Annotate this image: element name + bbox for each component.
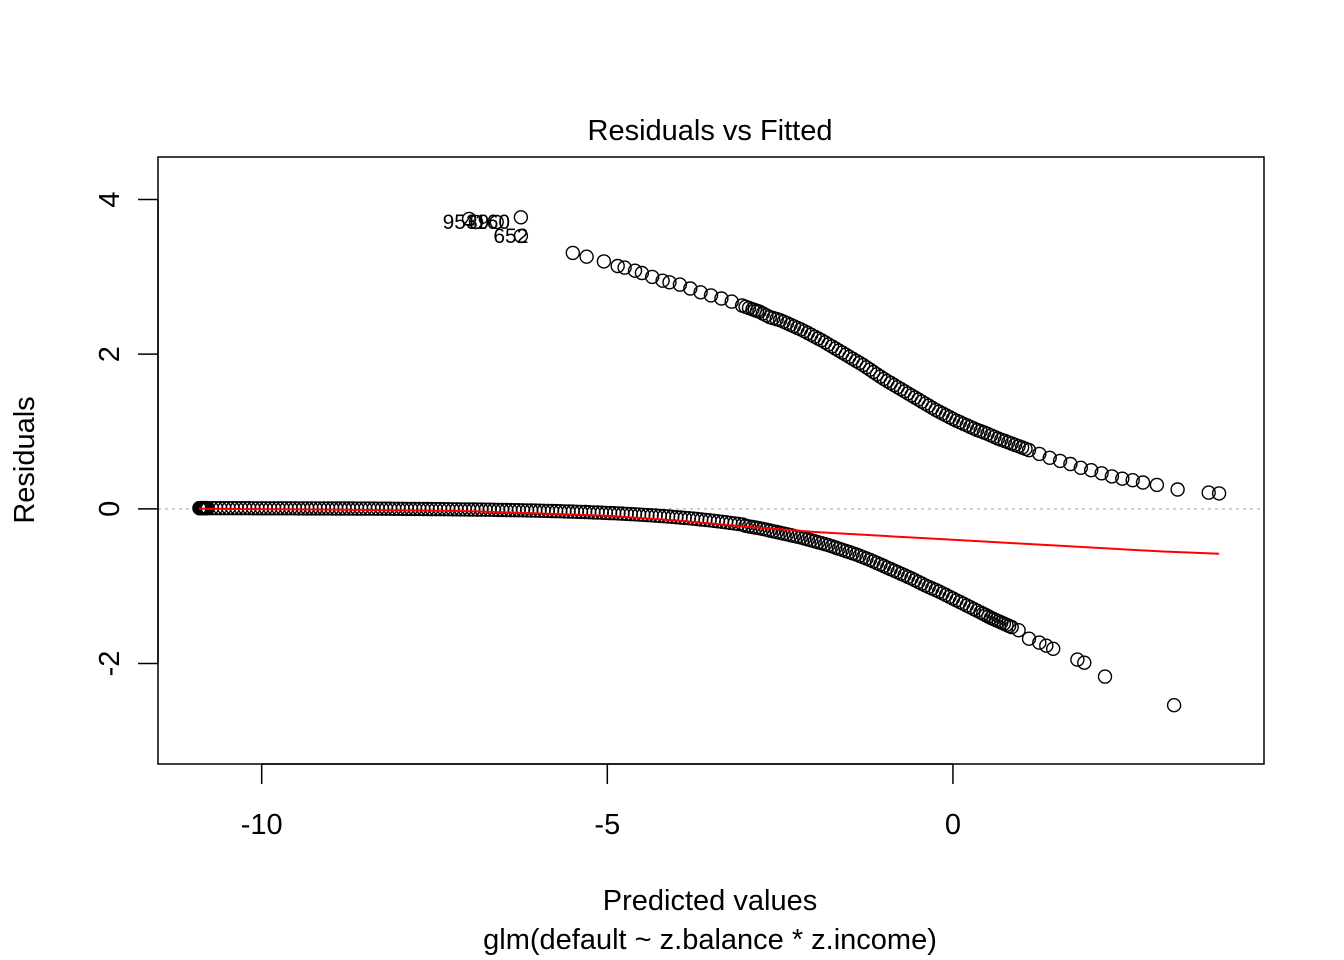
data-point	[1125, 473, 1140, 488]
data-point	[1073, 460, 1089, 475]
data-point	[703, 288, 719, 303]
data-point	[911, 392, 926, 407]
data-point	[1063, 456, 1078, 472]
data-point	[897, 384, 912, 399]
x-tick-label: -10	[241, 809, 283, 841]
data-point	[845, 351, 860, 366]
outlier-point	[513, 210, 529, 225]
chart-subtitle: glm(default ~ z.balance * z.income)	[483, 924, 937, 956]
data-point	[883, 375, 898, 391]
data-point	[1083, 463, 1099, 478]
outlier-point	[513, 228, 529, 244]
data-point	[672, 277, 688, 292]
data-point	[1211, 486, 1227, 501]
data-point	[838, 347, 853, 362]
data-point	[693, 285, 708, 300]
plot-frame	[157, 156, 1265, 765]
data-point	[907, 390, 923, 405]
data-point	[828, 341, 843, 356]
data-point	[1039, 638, 1054, 653]
data-point	[876, 371, 891, 387]
data-point	[596, 254, 612, 269]
data-point	[852, 355, 867, 371]
data-point	[835, 345, 850, 360]
data-point	[1004, 619, 1019, 635]
data-point	[1021, 442, 1037, 458]
data-point	[1097, 669, 1113, 684]
data-point	[627, 263, 643, 278]
y-tick-label: 0	[94, 501, 126, 517]
x-axis-label: Predicted values	[603, 885, 817, 917]
data-point	[873, 369, 888, 384]
data-point	[1077, 655, 1092, 670]
data-point	[1149, 477, 1165, 493]
data-point	[1201, 485, 1216, 500]
data-point	[893, 382, 909, 397]
data-point	[1166, 698, 1182, 713]
points-layer	[192, 210, 1227, 713]
y-axis-label: Residuals	[9, 396, 41, 523]
data-point	[731, 516, 746, 532]
y-tick-label: 4	[94, 191, 126, 207]
data-point	[645, 269, 660, 285]
data-point	[1011, 623, 1026, 638]
data-point	[900, 386, 916, 401]
data-point	[1045, 641, 1061, 656]
outlier-label: 652	[493, 225, 528, 248]
loess-smoother-line	[199, 507, 1220, 555]
data-point	[1135, 475, 1151, 490]
data-point	[887, 377, 902, 393]
data-point	[1070, 652, 1085, 667]
data-point	[579, 249, 594, 264]
data-point	[683, 281, 698, 296]
data-point	[890, 380, 905, 395]
data-point	[1170, 482, 1185, 497]
data-point	[866, 364, 881, 380]
data-point	[634, 265, 650, 281]
data-point	[1115, 471, 1130, 486]
outlier-point	[468, 214, 484, 230]
data-point	[849, 353, 864, 369]
data-point	[714, 291, 729, 306]
data-point	[824, 339, 840, 354]
data-point	[880, 373, 895, 389]
data-point	[610, 258, 625, 274]
chart-title: Residuals vs Fitted	[588, 115, 833, 147]
data-point	[831, 343, 847, 358]
data-point	[565, 245, 580, 261]
data-point	[821, 337, 836, 352]
smoother-layer	[199, 507, 1220, 555]
data-point	[817, 335, 833, 350]
outlier-label: 9539	[443, 211, 490, 234]
data-point	[724, 294, 739, 309]
data-point	[914, 394, 929, 409]
data-point	[1094, 466, 1109, 481]
outlier-point	[489, 214, 504, 230]
data-point	[1021, 631, 1037, 646]
data-point	[918, 396, 933, 411]
data-point	[1032, 635, 1047, 650]
data-point	[617, 260, 632, 275]
outlier-label: 4160	[463, 211, 510, 234]
data-point	[904, 388, 919, 403]
y-tick-label: -2	[94, 651, 126, 677]
data-point	[662, 275, 677, 290]
data-point	[814, 333, 829, 348]
outlier-point	[461, 211, 477, 227]
data-point	[1052, 453, 1068, 469]
x-tick-label: -5	[594, 809, 620, 841]
y-tick-label: 2	[94, 346, 126, 362]
data-point	[1042, 450, 1057, 465]
data-point	[1104, 469, 1120, 484]
x-tick-label: 0	[945, 809, 961, 841]
data-point	[1032, 446, 1047, 462]
data-point	[655, 273, 670, 288]
